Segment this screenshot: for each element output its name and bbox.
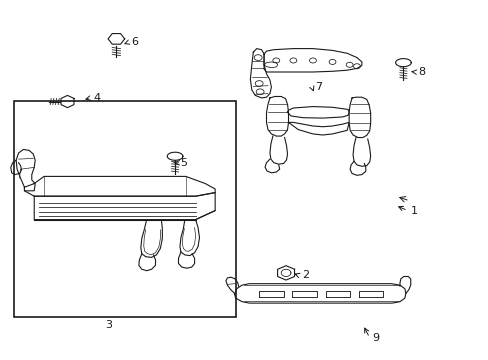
Bar [14, 101, 236, 317]
Text: 1: 1 [410, 206, 417, 216]
Text: 3: 3 [105, 320, 112, 330]
Text: 6: 6 [131, 37, 138, 48]
Text: 4: 4 [94, 93, 101, 103]
Text: 5: 5 [180, 158, 186, 168]
Text: 8: 8 [417, 67, 425, 77]
Text: 7: 7 [314, 82, 322, 92]
Text: 2: 2 [302, 270, 309, 280]
Text: 9: 9 [372, 333, 379, 343]
